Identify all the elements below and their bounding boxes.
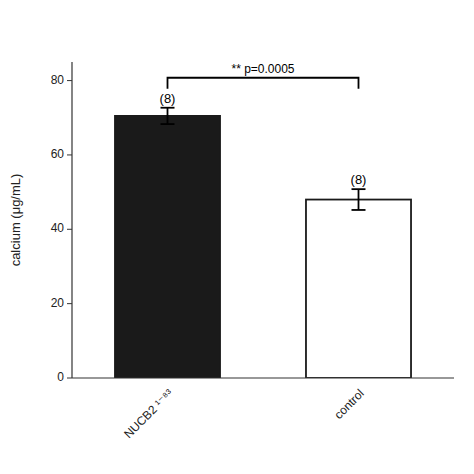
- chart-svg: 0 20 40 60 80 calcium (μg/mL) NUCB2 ¹⁻⁸³ contro…: [0, 0, 474, 474]
- significance-text: ** p=0.0005: [231, 62, 294, 76]
- y-axis-line: [71, 62, 72, 378]
- x-axis-line: [72, 377, 454, 378]
- plot-area: [115, 108, 411, 378]
- significance-bracket: [168, 78, 359, 89]
- bar: [306, 200, 411, 378]
- bar: [115, 116, 220, 378]
- error-bar: [352, 189, 366, 210]
- x-tick-label: NUCB2 ¹⁻⁸³: [121, 386, 176, 441]
- chart-container: 0 20 40 60 80 calcium (μg/mL) NUCB2 ¹⁻⁸³ contro…: [0, 0, 474, 474]
- y-tick-label: 20: [51, 296, 65, 310]
- n-label: (8): [351, 172, 367, 187]
- n-label: (8): [160, 91, 176, 106]
- error-bar: [161, 108, 175, 124]
- y-tick: [67, 378, 72, 379]
- y-tick-label: 80: [51, 73, 65, 87]
- y-tick: [67, 80, 72, 81]
- y-tick: [67, 154, 72, 155]
- y-tick-label: 0: [57, 370, 64, 384]
- y-tick: [67, 229, 72, 230]
- y-tick-label: 60: [51, 147, 65, 161]
- y-tick-label: 40: [51, 221, 65, 235]
- x-tick-label: control: [331, 386, 366, 421]
- y-tick: [67, 303, 72, 304]
- y-axis-label: calcium (μg/mL): [8, 174, 23, 267]
